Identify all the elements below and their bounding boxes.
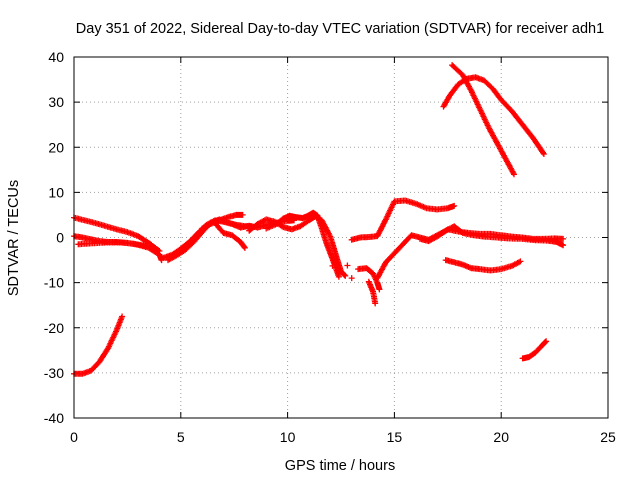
series-track-11 [355, 265, 383, 293]
series-stray [329, 262, 355, 282]
plus-marker-trace [348, 197, 458, 243]
plot-area [71, 62, 567, 377]
x-tick-label: 5 [177, 429, 185, 445]
y-tick-label: 10 [48, 184, 64, 200]
plus-marker-trace [442, 257, 524, 274]
plus-marker-trace [365, 278, 379, 307]
plot-frame [73, 56, 609, 419]
x-tick-label: 15 [387, 429, 403, 445]
y-tick-label: 0 [56, 230, 64, 246]
y-tick-label: 20 [48, 139, 64, 155]
y-tick-label: -30 [44, 365, 64, 381]
series-track-15 [417, 226, 567, 245]
x-tick-label: 10 [280, 429, 296, 445]
y-tick-label: -40 [44, 410, 64, 426]
chart-title: Day 351 of 2022, Sidereal Day-to-day VTE… [76, 21, 604, 37]
x-tick-label: 20 [493, 429, 509, 445]
plus-marker-trace [449, 62, 517, 178]
plus-marker-trace [212, 220, 248, 251]
y-tick-label: 40 [48, 49, 64, 65]
plus-marker-trace [519, 338, 550, 362]
series-track-3 [75, 239, 150, 250]
y-tick-label: -10 [44, 275, 64, 291]
series-track-16 [442, 257, 524, 274]
x-tick-label: 0 [70, 429, 78, 445]
series-track-10 [263, 209, 342, 280]
plus-marker-trace [329, 262, 355, 282]
plus-marker-trace [75, 239, 150, 250]
series-track-8 [212, 220, 248, 251]
plus-marker-trace [355, 265, 383, 293]
y-tick-label: 30 [48, 94, 64, 110]
y-axis-label: SDTVAR / TECUs [6, 180, 22, 296]
series-track-12 [365, 278, 379, 307]
ticks: 0 5 10 15 20 25 -40 -30 -20 -10 0 10 20 30 40 [44, 49, 616, 445]
x-axis-label: GPS time / hours [285, 458, 395, 474]
series-track-18 [449, 62, 517, 178]
plus-marker-trace [263, 209, 342, 280]
grid [74, 57, 608, 418]
x-tick-label: 25 [600, 429, 616, 445]
series-track-19 [519, 338, 550, 362]
plus-marker-trace [417, 226, 567, 245]
y-tick-label: -20 [44, 320, 64, 336]
series-track-13 [348, 197, 458, 243]
